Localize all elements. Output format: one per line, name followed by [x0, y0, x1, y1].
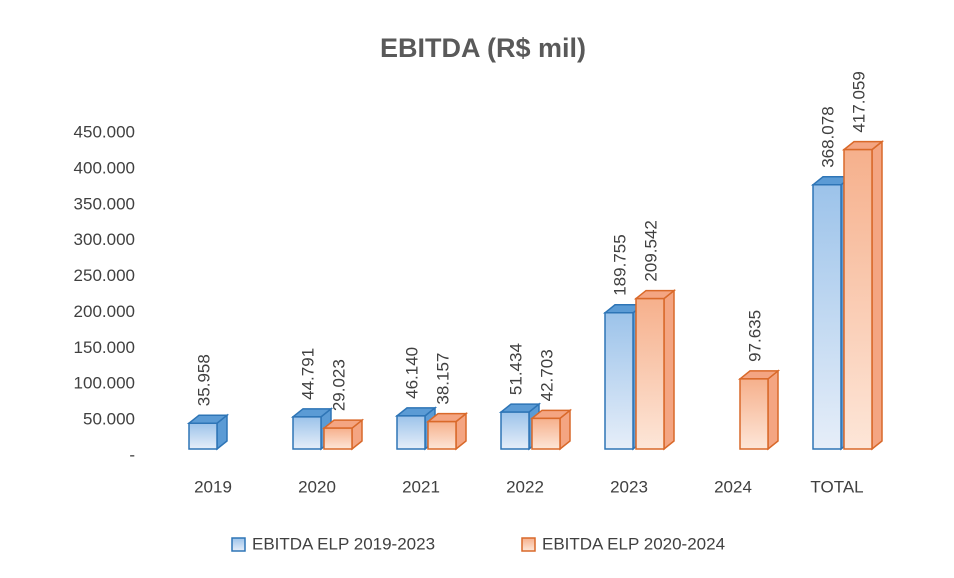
- bar-front: [323, 427, 353, 450]
- y-tick-label: 300.000: [74, 230, 135, 249]
- bar-front: [188, 422, 218, 450]
- bar-side: [767, 369, 779, 451]
- x-tick-label: TOTAL: [810, 477, 863, 496]
- value-label: 209.542: [641, 220, 660, 281]
- x-tick-label: 2022: [506, 477, 544, 496]
- x-tick-label: 2024: [714, 477, 752, 496]
- bar: [425, 412, 469, 451]
- bar-front: [604, 312, 634, 450]
- y-tick-label: 150.000: [74, 338, 135, 357]
- bar: [633, 289, 677, 451]
- bar: [321, 418, 365, 451]
- value-label: 38.157: [433, 353, 452, 405]
- y-tick-label: 100.000: [74, 374, 135, 393]
- bar-side: [663, 289, 675, 451]
- value-label: 35.958: [194, 354, 213, 406]
- value-label: 368.078: [818, 106, 837, 167]
- y-tick-label: 350.000: [74, 194, 135, 213]
- legend-label: EBITDA ELP 2019-2023: [252, 534, 435, 553]
- bar-front: [531, 417, 561, 450]
- value-label: 29.023: [329, 359, 348, 411]
- y-tick-label: 50.000: [83, 410, 135, 429]
- value-label: 97.635: [745, 310, 764, 362]
- x-tick-label: 2023: [610, 477, 648, 496]
- value-label: 46.140: [402, 347, 421, 399]
- bar: [841, 140, 885, 451]
- y-tick-label: 200.000: [74, 302, 135, 321]
- y-tick-label: 450.000: [74, 122, 135, 141]
- bar-front: [396, 415, 426, 450]
- bar-front: [635, 297, 665, 450]
- legend-swatch: [231, 537, 246, 552]
- x-tick-label: 2021: [402, 477, 440, 496]
- y-tick-label: -: [129, 445, 135, 464]
- x-tick-label: 2020: [298, 477, 336, 496]
- value-label: 189.755: [610, 234, 629, 295]
- bar-front: [843, 148, 873, 450]
- bar-front: [292, 416, 322, 450]
- value-label: 44.791: [298, 348, 317, 400]
- x-tick-label: 2019: [194, 477, 232, 496]
- legend-swatch: [521, 537, 536, 552]
- bar-front: [500, 411, 530, 450]
- bar-front: [812, 184, 842, 450]
- y-tick-label: 250.000: [74, 266, 135, 285]
- bar-front: [427, 420, 457, 450]
- bar-front: [739, 378, 769, 450]
- bar-side: [871, 140, 883, 451]
- value-label: 417.059: [849, 71, 868, 132]
- y-tick-label: 400.000: [74, 158, 135, 177]
- bar: [737, 369, 781, 451]
- value-label: 51.434: [506, 343, 525, 395]
- value-label: 42.703: [537, 349, 556, 401]
- chart-title: EBITDA (R$ mil): [380, 33, 586, 63]
- bar: [529, 408, 573, 451]
- legend-label: EBITDA ELP 2020-2024: [542, 534, 725, 553]
- bar: [186, 413, 230, 451]
